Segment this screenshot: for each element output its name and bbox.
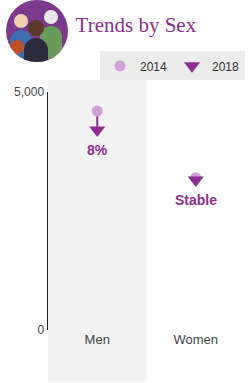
svg-text:Women: Women — [173, 332, 218, 347]
svg-text:5,000: 5,000 — [14, 85, 44, 99]
svg-text:Stable: Stable — [175, 192, 217, 208]
svg-text:0: 0 — [37, 323, 44, 337]
svg-text:8%: 8% — [87, 142, 108, 158]
svg-text:Trends by Sex: Trends by Sex — [76, 13, 197, 37]
svg-text:2014: 2014 — [140, 60, 167, 74]
svg-text:2018: 2018 — [212, 60, 239, 74]
svg-text:Men: Men — [85, 332, 110, 347]
